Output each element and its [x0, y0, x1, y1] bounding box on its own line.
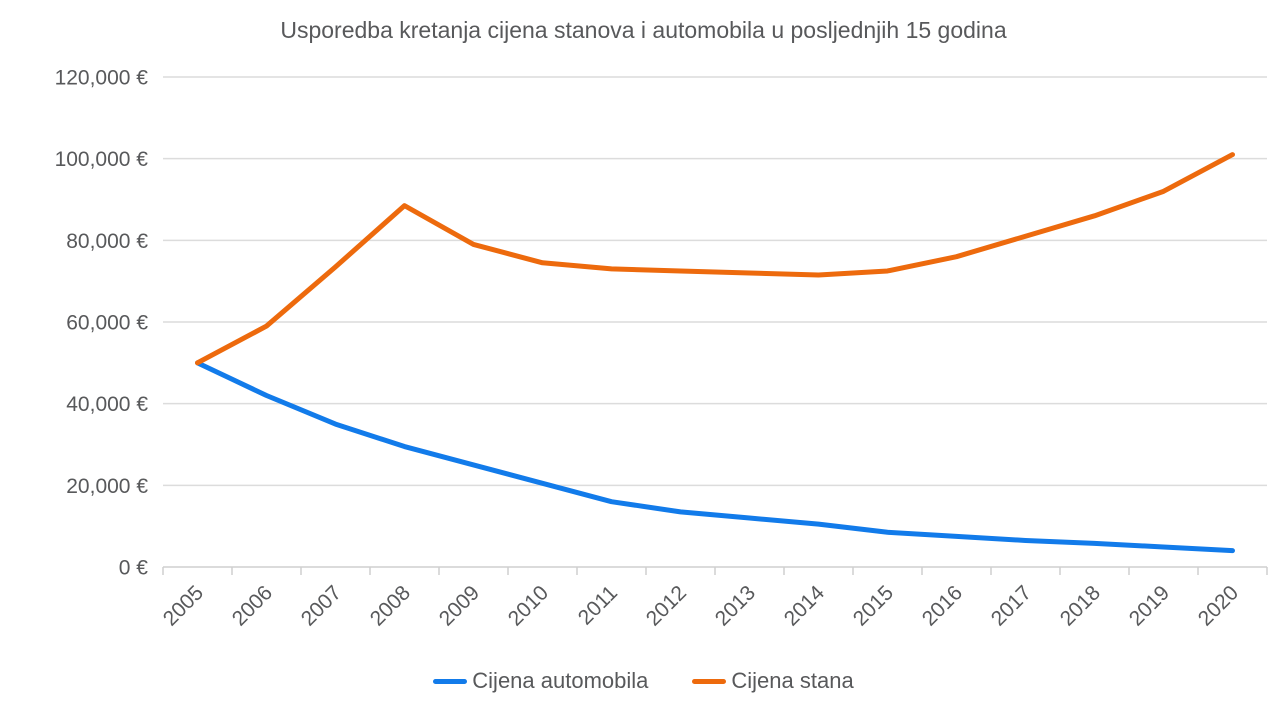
y-axis-tick-label: 0 €: [119, 557, 149, 580]
y-axis-tick-label: 120,000 €: [55, 67, 149, 90]
y-axis-tick-label: 100,000 €: [55, 148, 149, 171]
x-axis-tick-label: 2006: [228, 581, 277, 630]
x-axis-tick-label: 2008: [366, 581, 415, 630]
legend-marker-apartment-line: [692, 678, 727, 684]
y-axis-tick-label: 40,000 €: [66, 393, 148, 416]
y-axis-tick-label: 80,000 €: [66, 230, 148, 253]
y-axis-tick-label: 20,000 €: [66, 475, 148, 498]
x-axis-tick-label: 2011: [574, 581, 622, 629]
x-axis-tick-label: 2013: [711, 581, 760, 630]
x-axis-tick-label: 2014: [780, 581, 830, 631]
chart-title: Usporedba kretanja cijena stanova i auto…: [280, 17, 1007, 43]
x-axis-tick-label: 2020: [1194, 581, 1243, 630]
x-axis-tick-label: 2017: [987, 581, 1036, 630]
series-line-cijena-automobila: [195, 360, 1235, 554]
legend-item-cijena-automobila: Cijena automobila: [433, 668, 648, 694]
y-axis-tick-label: 60,000 €: [66, 312, 148, 335]
x-axis-tick-label: 2015: [849, 581, 898, 630]
x-axis-tick-label: 2012: [642, 581, 691, 630]
x-axis-tick-label: 2005: [159, 581, 208, 630]
legend-marker-automobile-line: [433, 678, 468, 684]
legend-item-cijena-stana: Cijena stana: [692, 668, 854, 694]
legend-label-automobile: Cijena automobila: [472, 668, 649, 693]
legend-label-apartment: Cijena stana: [731, 668, 854, 693]
x-axis-tick-label: 2009: [435, 581, 484, 630]
x-axis-tick-label: 2019: [1125, 581, 1174, 630]
chart-legend: Cijena automobila Cijena stana: [0, 668, 1287, 694]
x-axis-tick-label: 2010: [504, 581, 553, 630]
x-axis-tick-label: 2018: [1056, 581, 1105, 630]
series-line-cijena-stana: [195, 152, 1235, 366]
x-axis-tick-label: 2007: [297, 581, 346, 630]
x-axis-tick-label: 2016: [918, 581, 967, 630]
